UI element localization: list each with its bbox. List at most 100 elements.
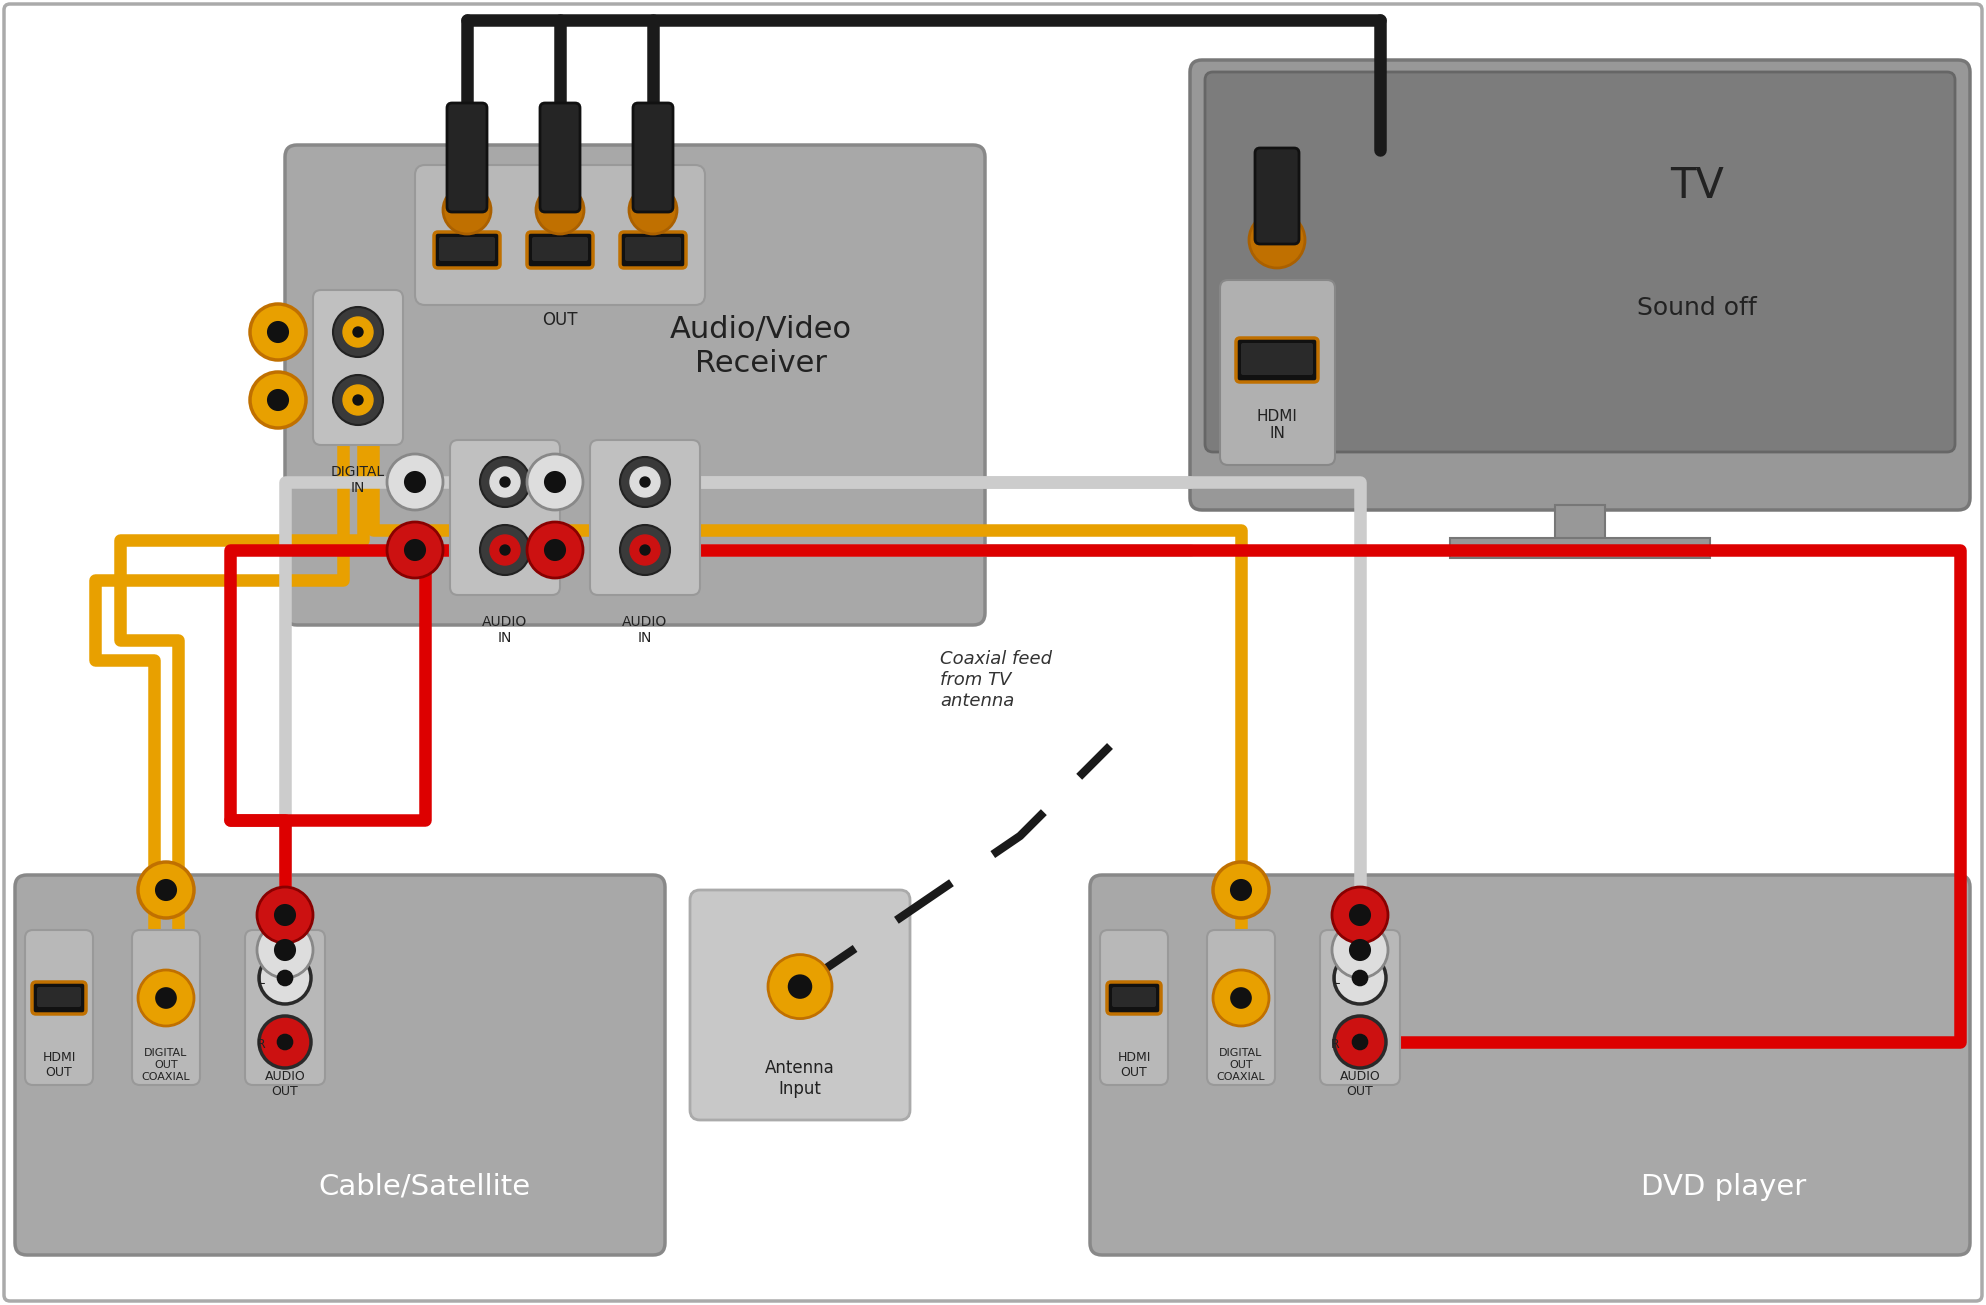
- Circle shape: [260, 1017, 310, 1067]
- Circle shape: [1215, 864, 1267, 916]
- Circle shape: [278, 971, 292, 985]
- Circle shape: [1335, 1017, 1384, 1067]
- Text: AUDIO
IN: AUDIO IN: [483, 615, 528, 645]
- Circle shape: [280, 974, 290, 983]
- FancyBboxPatch shape: [1090, 874, 1970, 1255]
- Circle shape: [334, 307, 383, 358]
- Circle shape: [500, 478, 510, 487]
- Text: Antenna
Input: Antenna Input: [765, 1060, 834, 1098]
- FancyBboxPatch shape: [634, 103, 673, 211]
- Circle shape: [389, 455, 441, 508]
- Circle shape: [1333, 887, 1388, 944]
- Circle shape: [1352, 1035, 1366, 1049]
- Circle shape: [280, 1037, 290, 1047]
- Circle shape: [639, 545, 649, 555]
- Text: Coaxial feed
from TV
antenna: Coaxial feed from TV antenna: [939, 650, 1053, 710]
- FancyBboxPatch shape: [1241, 343, 1313, 375]
- Circle shape: [407, 543, 423, 557]
- Circle shape: [481, 525, 530, 576]
- Circle shape: [256, 887, 314, 944]
- Circle shape: [536, 187, 584, 234]
- Circle shape: [256, 923, 314, 977]
- Circle shape: [544, 472, 564, 492]
- Circle shape: [1333, 923, 1388, 977]
- Circle shape: [270, 963, 300, 993]
- Bar: [1450, 538, 1710, 559]
- Circle shape: [548, 543, 562, 557]
- FancyBboxPatch shape: [1100, 930, 1168, 1084]
- Circle shape: [159, 882, 173, 898]
- Text: TV: TV: [1670, 164, 1724, 207]
- Bar: [1555, 505, 1605, 540]
- Circle shape: [526, 522, 584, 578]
- FancyBboxPatch shape: [1190, 60, 1970, 510]
- Circle shape: [526, 454, 584, 510]
- Circle shape: [344, 385, 373, 415]
- Text: AUDIO
OUT: AUDIO OUT: [1341, 1070, 1380, 1098]
- Circle shape: [1213, 970, 1269, 1026]
- Text: HDMI
OUT: HDMI OUT: [42, 1051, 75, 1079]
- Circle shape: [407, 475, 423, 489]
- FancyBboxPatch shape: [689, 890, 910, 1120]
- FancyBboxPatch shape: [532, 238, 588, 261]
- Circle shape: [528, 455, 582, 508]
- Circle shape: [387, 454, 443, 510]
- Circle shape: [258, 953, 312, 1004]
- Text: R: R: [1331, 1037, 1341, 1051]
- FancyBboxPatch shape: [526, 232, 594, 268]
- Circle shape: [389, 525, 441, 576]
- FancyBboxPatch shape: [1206, 72, 1954, 452]
- Circle shape: [252, 305, 304, 358]
- FancyBboxPatch shape: [415, 164, 705, 305]
- Circle shape: [1335, 953, 1384, 1004]
- Circle shape: [137, 863, 195, 917]
- FancyBboxPatch shape: [26, 930, 93, 1084]
- FancyBboxPatch shape: [38, 987, 81, 1007]
- Circle shape: [491, 467, 520, 497]
- Circle shape: [548, 475, 562, 489]
- Text: DIGITAL
OUT
COAXIAL: DIGITAL OUT COAXIAL: [141, 1048, 191, 1082]
- Circle shape: [788, 975, 810, 998]
- Circle shape: [387, 522, 443, 578]
- Circle shape: [481, 457, 530, 508]
- Circle shape: [268, 322, 288, 342]
- Circle shape: [344, 317, 373, 347]
- Text: Sound off: Sound off: [1636, 295, 1758, 320]
- Circle shape: [443, 187, 491, 234]
- Circle shape: [528, 525, 582, 576]
- Circle shape: [630, 535, 659, 565]
- Circle shape: [1354, 1037, 1364, 1047]
- FancyBboxPatch shape: [447, 103, 487, 211]
- FancyBboxPatch shape: [1235, 338, 1319, 382]
- FancyBboxPatch shape: [16, 874, 665, 1255]
- Circle shape: [491, 535, 520, 565]
- Circle shape: [1345, 963, 1374, 993]
- Text: AUDIO
OUT: AUDIO OUT: [264, 1070, 306, 1098]
- Circle shape: [769, 954, 832, 1019]
- Text: DVD player: DVD player: [1640, 1173, 1805, 1201]
- Text: DIGITAL
OUT
COAXIAL: DIGITAL OUT COAXIAL: [1217, 1048, 1265, 1082]
- Circle shape: [620, 457, 669, 508]
- Circle shape: [544, 540, 564, 560]
- Circle shape: [157, 880, 177, 900]
- Text: HDMI
OUT: HDMI OUT: [1118, 1051, 1150, 1079]
- FancyBboxPatch shape: [32, 981, 85, 1014]
- Circle shape: [1350, 904, 1370, 925]
- Circle shape: [139, 864, 193, 916]
- Text: L: L: [1333, 974, 1341, 987]
- Circle shape: [334, 375, 383, 425]
- Circle shape: [1345, 1027, 1374, 1057]
- FancyBboxPatch shape: [626, 238, 681, 261]
- Text: Cable/Satellite: Cable/Satellite: [318, 1173, 530, 1201]
- Circle shape: [1233, 882, 1249, 898]
- Circle shape: [278, 1035, 292, 1049]
- Circle shape: [250, 372, 306, 428]
- FancyBboxPatch shape: [540, 103, 580, 211]
- Text: DIGITAL
IN: DIGITAL IN: [332, 465, 385, 495]
- FancyBboxPatch shape: [439, 238, 495, 261]
- Circle shape: [639, 478, 649, 487]
- Circle shape: [1350, 940, 1370, 960]
- FancyBboxPatch shape: [590, 440, 699, 595]
- FancyBboxPatch shape: [1255, 147, 1299, 244]
- Circle shape: [405, 472, 425, 492]
